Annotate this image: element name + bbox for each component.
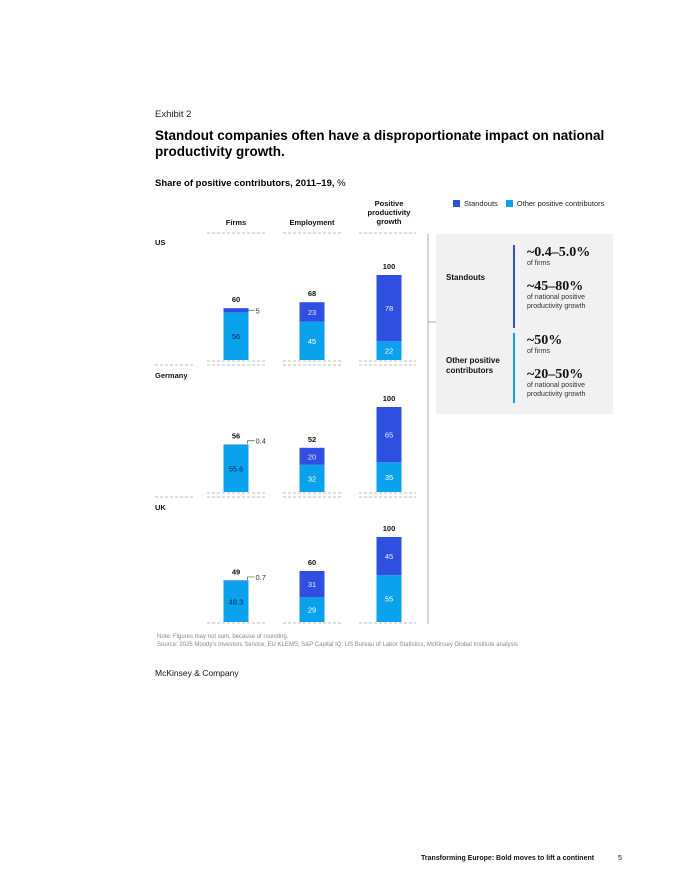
- summary-rule-standouts: [513, 245, 515, 328]
- value-label-total: 60: [232, 295, 240, 304]
- value-label-others: 35: [385, 473, 393, 482]
- value-label-standouts: 0.7: [256, 573, 266, 582]
- value-label-standouts: 45: [385, 552, 393, 561]
- others-growth-desc: of national positive productivity growth: [527, 382, 586, 398]
- value-label-total: 100: [383, 262, 396, 271]
- value-label-total: 100: [383, 524, 396, 533]
- legend: Standouts Other positive contributors: [453, 199, 604, 208]
- bar-others-uk-0: [223, 580, 249, 622]
- standouts-growth-value: ~45–80%: [527, 279, 584, 294]
- value-label-others: 29: [308, 606, 316, 615]
- summary-stat-others-growth: ~20–50% of national positive productivit…: [527, 367, 609, 399]
- summary-stat-standouts-firms: ~0.4–5.0% of firms: [527, 245, 609, 269]
- bar-standouts-us-0: [223, 308, 249, 313]
- bar-standouts-uk-1: [299, 571, 325, 598]
- bar-others-germany-0: [223, 444, 249, 492]
- value-label-standouts: 5: [256, 306, 260, 315]
- value-label-standouts: 0.4: [256, 437, 266, 446]
- summary-label-others: Other positive contributors: [446, 356, 500, 375]
- value-label-standouts: 78: [385, 304, 393, 313]
- legend-item-standouts: Standouts: [453, 199, 498, 208]
- legend-item-others: Other positive contributors: [505, 199, 605, 208]
- subtitle-unit: %: [337, 178, 346, 189]
- leader-line: [247, 440, 255, 444]
- value-label-standouts: 20: [308, 452, 316, 461]
- bar-standouts-uk-0: [223, 580, 249, 581]
- column-header-firms: Firms: [226, 218, 246, 227]
- others-firms-desc: of firms: [527, 348, 550, 355]
- others-growth-value: ~20–50%: [527, 367, 584, 382]
- source-text: Source: 2025 Moody's Investors Service; …: [157, 642, 518, 648]
- summary-stat-standouts-growth: ~45–80% of national positive productivit…: [527, 279, 609, 311]
- value-label-others: 22: [385, 347, 393, 356]
- value-label-total: 100: [383, 394, 396, 403]
- value-label-standouts: 31: [308, 580, 316, 589]
- leader-line: [247, 576, 255, 580]
- value-label-others: 55.6: [229, 464, 244, 473]
- summary-panel: Standouts ~0.4–5.0% of firms ~45–80% of …: [436, 234, 613, 414]
- value-label-others: 48.3: [229, 597, 244, 606]
- footnote: Note: Figures may not sum, because of ro…: [157, 633, 518, 649]
- chart-subtitle: Share of positive contributors, 2011–19,…: [155, 178, 346, 189]
- bar-others-us-1: [299, 321, 325, 360]
- legend-label-others: Other positive contributors: [516, 199, 605, 208]
- bar-standouts-us-2: [376, 275, 402, 342]
- exhibit-label: Exhibit 2: [155, 109, 192, 120]
- brand-name: McKinsey & Company: [155, 668, 239, 678]
- value-label-others: 56: [232, 332, 240, 341]
- value-label-total: 56: [232, 431, 240, 440]
- standouts-firms-desc: of firms: [527, 260, 550, 267]
- value-label-standouts: 65: [385, 431, 393, 440]
- standouts-growth-desc: of national positive productivity growth: [527, 294, 586, 310]
- column-header-productivity: Positive productivity growth: [368, 199, 412, 226]
- others-firms-value: ~50%: [527, 333, 563, 348]
- value-label-others: 45: [308, 337, 316, 346]
- bar-others-uk-2: [376, 575, 402, 622]
- bar-others-us-2: [376, 341, 402, 360]
- value-label-standouts: 23: [308, 308, 316, 317]
- summary-label-standouts: Standouts: [446, 273, 486, 282]
- value-label-total: 52: [308, 435, 316, 444]
- legend-swatch-standouts: [453, 200, 460, 207]
- column-header-productivity-line: Positive: [375, 199, 404, 208]
- country-label-germany: Germany: [155, 371, 188, 380]
- bar-standouts-germany-1: [299, 447, 325, 465]
- legend-swatch-others: [505, 200, 513, 207]
- column-header-employment: Employment: [289, 218, 335, 227]
- value-label-total: 49: [232, 567, 240, 576]
- footer-title: Transforming Europe: Bold moves to lift …: [421, 855, 595, 862]
- value-label-total: 60: [308, 558, 316, 567]
- standouts-firms-value: ~0.4–5.0%: [527, 245, 591, 260]
- note-text: Note: Figures may not sum, because of ro…: [157, 634, 289, 640]
- summary-rule-others: [513, 333, 515, 403]
- value-label-total: 68: [308, 289, 316, 298]
- legend-label-standouts: Standouts: [464, 199, 498, 208]
- chart-title: Standout companies often have a dispropo…: [155, 128, 605, 159]
- page-number: 5: [618, 855, 622, 862]
- summary-stat-others-firms: ~50% of firms: [527, 333, 609, 357]
- country-label-us: US: [155, 238, 165, 247]
- bar-standouts-us-1: [299, 302, 325, 322]
- bar-others-uk-1: [299, 597, 325, 622]
- bar-standouts-germany-2: [376, 407, 402, 463]
- value-label-others: 55: [385, 595, 393, 604]
- bar-others-germany-2: [376, 462, 402, 492]
- subtitle-text: Share of positive contributors, 2011–19,: [155, 178, 335, 189]
- value-label-others: 32: [308, 474, 316, 483]
- bar-others-us-0: [223, 312, 249, 360]
- country-label-uk: UK: [155, 503, 166, 512]
- bar-others-germany-1: [299, 464, 325, 492]
- column-header-productivity-line: productivity: [368, 208, 412, 217]
- column-header-productivity-line: growth: [377, 217, 402, 226]
- bar-standouts-uk-2: [376, 537, 402, 576]
